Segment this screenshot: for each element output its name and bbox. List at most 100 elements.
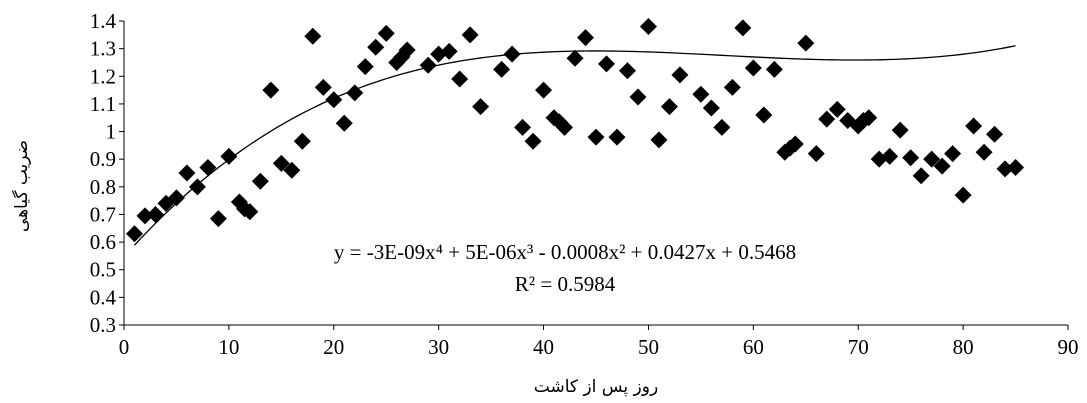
- data-point-marker: [891, 121, 909, 139]
- x-tick-label: 50: [638, 335, 659, 359]
- x-tick-label: 80: [953, 335, 974, 359]
- data-point-marker: [136, 207, 154, 225]
- y-tick-label: 0.4: [90, 285, 117, 309]
- data-point-marker: [975, 143, 993, 161]
- y-tick-label: 0.7: [90, 202, 116, 226]
- data-points: [125, 18, 1025, 243]
- x-tick-label: 20: [323, 335, 344, 359]
- data-point-marker: [178, 164, 196, 182]
- data-point-marker: [199, 158, 217, 176]
- data-point-marker: [566, 49, 584, 67]
- data-point-marker: [797, 34, 815, 52]
- data-point-marker: [818, 110, 836, 128]
- data-point-marker: [902, 149, 920, 167]
- x-axis-title: روز پس از کاشت: [534, 377, 658, 397]
- data-point-marker: [996, 160, 1014, 178]
- data-point-marker: [1007, 158, 1025, 176]
- data-point-marker: [608, 128, 626, 146]
- data-point-marker: [954, 186, 972, 204]
- data-point-marker: [692, 85, 710, 103]
- data-point-marker: [209, 210, 227, 228]
- data-point-marker: [734, 19, 752, 37]
- data-point-marker: [451, 70, 469, 88]
- data-point-marker: [923, 150, 941, 168]
- data-point-marker: [944, 145, 962, 163]
- data-point-marker: [220, 147, 238, 165]
- x-tick-label: 30: [428, 335, 449, 359]
- data-point-marker: [860, 109, 878, 127]
- data-point-marker: [419, 56, 437, 74]
- data-point-marker: [325, 91, 343, 109]
- data-point-marker: [272, 154, 290, 172]
- data-point-marker: [713, 118, 731, 136]
- x-tick-label: 90: [1058, 335, 1079, 359]
- y-tick-label: 0.6: [90, 230, 116, 254]
- trendline: [134, 45, 1016, 246]
- x-tick-label: 0: [119, 335, 130, 359]
- data-point-marker: [398, 41, 416, 59]
- data-point-marker: [828, 100, 846, 118]
- data-point-marker: [377, 24, 395, 42]
- data-point-marker: [755, 106, 773, 124]
- axes: 0 10 20 30 40 50 60 70 80 90 0.3 0.4 0.5 0.6 0.7 0.8 0.9…: [90, 9, 1079, 359]
- data-point-marker: [986, 125, 1004, 143]
- y-tick-label: 1.4: [90, 9, 117, 33]
- data-point-marker: [524, 132, 542, 150]
- data-point-marker: [146, 205, 164, 223]
- data-point-marker: [807, 145, 825, 163]
- y-tick-label: 1.1: [90, 92, 116, 116]
- data-point-marker: [702, 99, 720, 117]
- data-point-marker: [440, 42, 458, 60]
- y-tick-label: 1: [106, 120, 117, 144]
- data-point-marker: [744, 59, 762, 77]
- data-point-marker: [629, 88, 647, 106]
- data-point-marker: [251, 172, 269, 190]
- y-tick-label: 0.9: [90, 147, 116, 171]
- data-point-marker: [367, 38, 385, 56]
- data-point-marker: [472, 98, 490, 116]
- data-point-marker: [493, 60, 511, 78]
- data-point-marker: [577, 29, 595, 47]
- data-point-marker: [660, 98, 678, 116]
- data-point-marker: [314, 78, 332, 96]
- data-point-marker: [723, 78, 741, 96]
- data-point-marker: [356, 58, 374, 76]
- data-point-marker: [535, 81, 553, 99]
- x-tick-label: 10: [218, 335, 239, 359]
- data-point-marker: [188, 178, 206, 196]
- data-point-marker: [461, 26, 479, 44]
- y-tick-label: 0.8: [90, 175, 116, 199]
- data-point-marker: [765, 60, 783, 78]
- data-point-marker: [650, 131, 668, 149]
- data-point-marker: [618, 62, 636, 80]
- y-tick-label: 0.5: [90, 258, 116, 282]
- data-point-marker: [556, 118, 574, 136]
- data-point-marker: [587, 128, 605, 146]
- data-point-marker: [671, 66, 689, 84]
- data-point-marker: [283, 161, 301, 179]
- x-tick-label: 40: [533, 335, 554, 359]
- data-point-marker: [965, 117, 983, 135]
- data-point-marker: [639, 18, 657, 36]
- y-axis-title: ضریب گیاهی: [11, 140, 32, 232]
- trendline-equation: y = -3E-09x⁴ + 5E-06x³ - 0.0008x² + 0.04…: [334, 240, 796, 264]
- y-tick-label: 0.3: [90, 313, 116, 337]
- r-squared-label: R² = 0.5984: [515, 272, 616, 296]
- x-tick-label: 70: [848, 335, 869, 359]
- data-point-marker: [241, 203, 259, 221]
- data-point-marker: [881, 147, 899, 165]
- data-point-marker: [786, 135, 804, 153]
- y-tick-label: 1.3: [90, 37, 116, 61]
- data-point-marker: [125, 225, 143, 243]
- data-point-marker: [335, 114, 353, 132]
- data-point-marker: [167, 189, 185, 207]
- data-point-marker: [514, 118, 532, 136]
- x-tick-label: 60: [743, 335, 764, 359]
- data-point-marker: [262, 81, 280, 99]
- y-tick-label: 1.2: [90, 64, 116, 88]
- data-point-marker: [597, 55, 615, 73]
- data-point-marker: [933, 157, 951, 175]
- data-point-marker: [304, 27, 322, 45]
- data-point-marker: [912, 167, 930, 185]
